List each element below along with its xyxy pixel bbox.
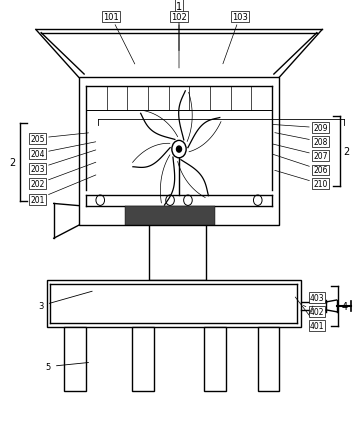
Text: 3: 3: [38, 292, 92, 310]
Bar: [132, 328, 154, 391]
Text: 203: 203: [30, 151, 96, 174]
Bar: [79, 78, 279, 226]
Bar: [258, 328, 279, 391]
Text: 1: 1: [176, 2, 182, 52]
Text: 202: 202: [30, 163, 96, 189]
Text: 103: 103: [223, 13, 248, 65]
Text: 101: 101: [103, 13, 135, 65]
Text: 5: 5: [46, 362, 88, 371]
Bar: [64, 328, 86, 391]
Text: 402: 402: [303, 306, 324, 316]
Text: 205: 205: [30, 134, 88, 143]
Text: 206: 206: [273, 155, 328, 175]
Circle shape: [176, 147, 182, 153]
Text: 210: 210: [275, 171, 328, 189]
Bar: [125, 206, 215, 226]
Bar: [204, 328, 226, 391]
Text: 2: 2: [9, 158, 16, 168]
Bar: [149, 226, 206, 280]
Text: 208: 208: [275, 133, 328, 147]
Text: 207: 207: [273, 145, 328, 161]
Text: 2: 2: [343, 147, 350, 157]
Text: 209: 209: [273, 124, 328, 133]
Text: 201: 201: [30, 175, 96, 204]
Text: 401: 401: [295, 297, 324, 330]
Text: 403: 403: [309, 294, 324, 314]
Text: 204: 204: [30, 142, 96, 158]
Text: 4: 4: [342, 302, 348, 311]
Bar: [47, 280, 301, 328]
Text: 102: 102: [171, 13, 187, 69]
